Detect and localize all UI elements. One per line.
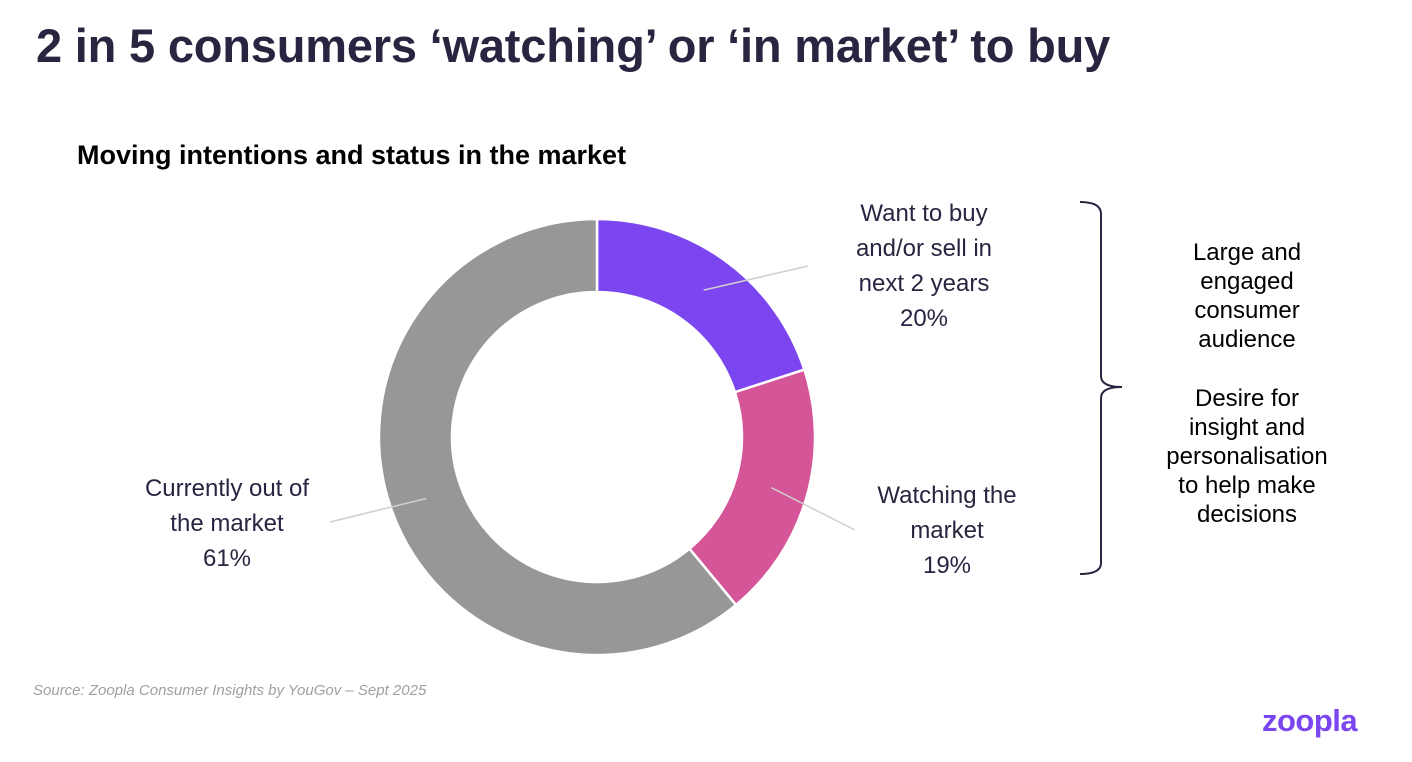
leader-line: [703, 265, 809, 291]
slice-label-out-of-market: Currently out of the market 61%: [117, 471, 337, 576]
slice-want-to-buy: [595, 217, 806, 394]
slice-label-watching: Watching the market 19%: [847, 478, 1047, 583]
insight-line: personalisation: [1166, 443, 1328, 470]
leader-lines: [329, 265, 856, 531]
slice-value-label: 19%: [922, 552, 972, 579]
slice-label-line: the market: [170, 510, 284, 537]
slice-label-line: Watching the: [877, 482, 1017, 509]
slice-label-line: Currently out of: [144, 475, 310, 502]
insight-line: Large and: [1192, 239, 1302, 266]
slice-label-want-to-buy: Want to buy and/or sell in next 2 years …: [824, 196, 1024, 336]
slice-label-line: and/or sell in: [855, 235, 993, 262]
insight-engaged-audience: Large and engaged consumer audience: [1142, 238, 1352, 354]
slice-label-line: next 2 years: [858, 270, 990, 297]
donut-slices: [377, 217, 817, 657]
insight-line: decisions: [1196, 501, 1298, 528]
slice-out-of-market: [377, 217, 738, 657]
insight-line: engaged: [1200, 268, 1294, 295]
insight-line: to help make: [1178, 472, 1316, 499]
insight-line: consumer: [1194, 297, 1300, 324]
chart-title: Moving intentions and status in the mark…: [77, 140, 627, 170]
leader-line: [770, 486, 856, 531]
slice-value-label: 61%: [202, 545, 252, 572]
slice-value-label: 20%: [899, 305, 949, 332]
slice-label-line: Want to buy: [860, 200, 988, 227]
source-note: Source: Zoopla Consumer Insights by YouG…: [33, 682, 427, 699]
insight-desire-for-insight: Desire for insight and personalisation t…: [1142, 384, 1352, 529]
bracket: [1079, 201, 1123, 575]
leader-line: [329, 497, 427, 523]
insight-line: Desire for: [1194, 385, 1300, 412]
slide-title: 2 in 5 consumers ‘watching’ or ‘in marke…: [36, 19, 1111, 72]
insight-line: insight and: [1188, 414, 1306, 441]
insight-line: audience: [1198, 326, 1296, 353]
slice-label-line: market: [910, 517, 984, 544]
zoopla-logo: zoopla: [1262, 703, 1358, 738]
